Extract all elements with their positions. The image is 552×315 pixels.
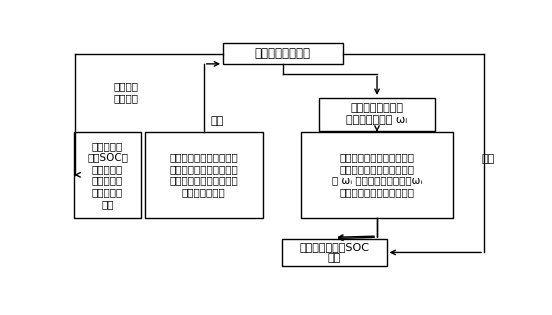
Bar: [282, 238, 386, 266]
Bar: [223, 43, 343, 64]
Text: 显示储能
电站信息: 显示储能 电站信息: [114, 82, 139, 103]
Text: 储能电站的实时SOC
状态: 储能电站的实时SOC 状态: [299, 242, 369, 263]
Text: 上传: 上传: [210, 117, 224, 127]
Text: 储能检测控制模块: 储能检测控制模块: [255, 47, 311, 60]
Text: 各储能电站
实时SOC状
态、最大充
放电功率、
实时充放电
功率: 各储能电站 实时SOC状 态、最大充 放电功率、 实时充放电 功率: [87, 141, 128, 209]
Bar: [145, 132, 263, 218]
Bar: [75, 132, 141, 218]
Bar: [319, 98, 435, 131]
Text: 计算计及网损情况下，同
一电压等级下的风力、光
伏、火力发电系统出力与
负荷用电的偏差: 计算计及网损情况下，同 一电压等级下的风力、光 伏、火力发电系统出力与 负荷用电…: [169, 152, 238, 197]
Text: 计算各储能电站剩
余容量可支配度 ωᵢ: 计算各储能电站剩 余容量可支配度 ωᵢ: [347, 103, 407, 125]
Bar: [301, 132, 453, 218]
Text: 上传: 上传: [482, 154, 495, 164]
Text: 下发各储能电站的运行模式
命令，按照剩余容量可支配
度 ωᵢ 的高低进行充放电，ωᵢ
高的先进行放电，依次顺位: 下发各储能电站的运行模式 命令，按照剩余容量可支配 度 ωᵢ 的高低进行充放电，…: [332, 152, 422, 197]
